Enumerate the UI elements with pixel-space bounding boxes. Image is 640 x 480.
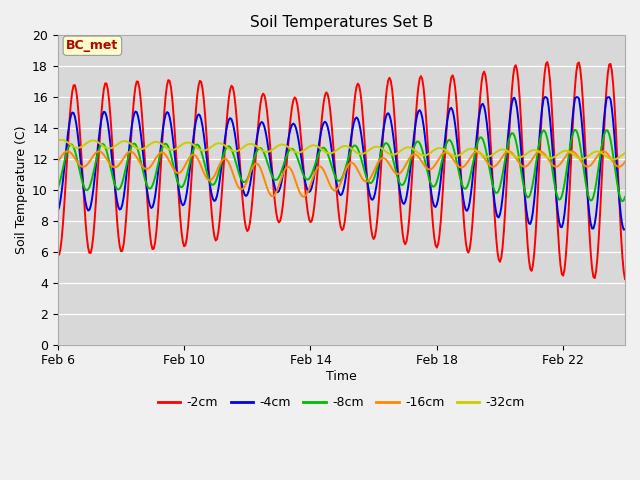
Legend: -2cm, -4cm, -8cm, -16cm, -32cm: -2cm, -4cm, -8cm, -16cm, -32cm [153, 391, 530, 414]
Y-axis label: Soil Temperature (C): Soil Temperature (C) [15, 126, 28, 254]
X-axis label: Time: Time [326, 370, 356, 383]
Text: BC_met: BC_met [67, 39, 118, 52]
Title: Soil Temperatures Set B: Soil Temperatures Set B [250, 15, 433, 30]
